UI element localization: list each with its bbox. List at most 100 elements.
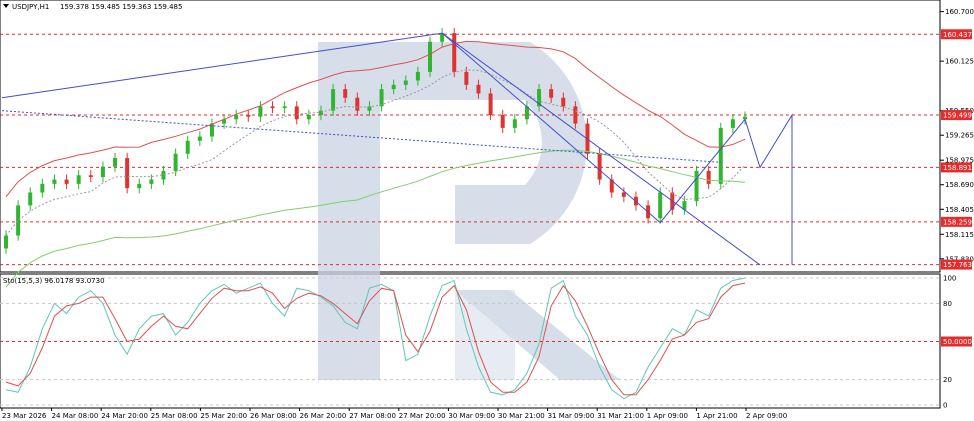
time-tick-label: 1 Apr 21:00 — [696, 412, 737, 420]
time-tick-label: 26 Mar 20:00 — [300, 412, 347, 420]
candle-body — [197, 136, 202, 141]
time-tick-label: 31 Mar 21:00 — [597, 412, 644, 420]
candle-body — [343, 89, 348, 98]
candle-body — [706, 170, 711, 184]
watermark-logo — [318, 42, 620, 380]
candle-body — [537, 89, 542, 107]
time-axis: 23 Mar 2026 24 Mar 08:00 24 Mar 20:00 25 Ma… — [1, 408, 787, 420]
forecast-path — [744, 113, 793, 265]
price-level-label: 159.499 — [943, 112, 972, 120]
candle-body — [476, 84, 481, 94]
candle-body — [76, 175, 81, 184]
candle-body — [573, 106, 578, 124]
candle-body — [355, 97, 360, 111]
price-tick-label: 157.830 — [945, 255, 974, 263]
time-tick-label: 31 Mar 09:00 — [548, 412, 595, 420]
stochastic-axis: 100 80 50.0000 20 0 — [941, 275, 972, 410]
price-level-badge — [941, 216, 972, 227]
candle-body — [379, 89, 384, 107]
time-tick-label: 24 Mar 20:00 — [101, 412, 148, 420]
candle-body — [222, 119, 227, 124]
stochastic-title: Sto(15,5,3) 96.0178 93.0730 — [3, 277, 105, 285]
time-tick-label: 27 Mar 08:00 — [349, 412, 396, 420]
price-tick-label: 158.115 — [945, 231, 974, 239]
candle-body — [88, 175, 93, 177]
candle-body — [270, 106, 275, 109]
candle-body — [718, 127, 723, 184]
candle-body — [561, 97, 566, 107]
price-level-badge — [941, 29, 972, 40]
price-layer — [0, 27, 940, 288]
stochastic-tick-label: 0 — [943, 402, 947, 410]
candle-body — [100, 166, 105, 177]
support-line — [1, 110, 721, 163]
candle-body — [113, 158, 118, 167]
price-tick-label: 158.975 — [945, 157, 974, 165]
candle-body — [488, 93, 493, 115]
candle-body — [16, 205, 21, 236]
triangle-down-icon[interactable] — [3, 4, 9, 8]
price-tick-label: 158.405 — [945, 206, 974, 214]
time-tick-label: 27 Mar 20:00 — [399, 412, 446, 420]
forecast-wave-line — [1, 32, 746, 224]
candle-body — [246, 114, 251, 117]
moving-average-grey — [5, 69, 746, 236]
price-level-badge — [941, 162, 972, 173]
candle-body — [597, 153, 602, 180]
candle-body — [549, 89, 554, 98]
candle-body — [125, 158, 130, 189]
candle-body — [367, 106, 372, 111]
candle-body — [440, 33, 445, 42]
time-tick-label: 26 Mar 08:00 — [250, 412, 297, 420]
price-level-label: 158.891 — [943, 164, 972, 172]
stochastic-level-badge — [941, 336, 972, 347]
candle-body — [137, 183, 142, 189]
candle-body — [682, 201, 687, 210]
candle-body — [658, 192, 663, 219]
moving-average-red — [5, 40, 746, 198]
candle-body — [609, 179, 614, 193]
candle-body — [415, 71, 420, 81]
candle-body — [743, 116, 747, 120]
candle-body — [258, 106, 263, 117]
stochastic-level-label: 50.0000 — [943, 338, 972, 346]
stochastic-tick-label: 100 — [943, 275, 956, 283]
candle-body — [464, 71, 469, 85]
time-tick-label: 24 Mar 08:00 — [52, 412, 99, 420]
candle-body — [294, 106, 299, 120]
time-tick-label: 30 Mar 09:00 — [448, 412, 495, 420]
stochastic-tick-label: 80 — [943, 300, 952, 308]
ohlc-values: 159.378 159.485 159.363 159.485 — [60, 3, 182, 11]
symbol-label: USDJPY,H1 — [12, 3, 49, 11]
moving-average-green — [5, 149, 746, 288]
chart-header[interactable]: USDJPY,H1 159.378 159.485 159.363 159.48… — [3, 3, 182, 11]
price-level-label: 160.437 — [943, 31, 972, 39]
candle-body — [185, 140, 190, 154]
candle-body — [209, 123, 214, 137]
candle-body — [40, 183, 45, 193]
price-tick-label: 159.265 — [945, 132, 974, 140]
candle-body — [149, 179, 154, 184]
stochastic-layer — [0, 277, 940, 406]
time-tick-label: 1 Apr 09:00 — [647, 412, 688, 420]
candle-body — [306, 114, 311, 120]
candle-body — [234, 114, 239, 120]
time-tick-label: 30 Mar 21:00 — [498, 412, 545, 420]
candle-body — [500, 114, 505, 128]
candle-body — [524, 106, 529, 120]
time-tick-label: 2 Apr 09:00 — [746, 412, 787, 420]
candle-body — [282, 106, 287, 109]
price-tick-label: 160.700 — [945, 8, 974, 16]
time-tick-label: 23 Mar 2026 — [2, 412, 47, 420]
time-tick-label: 25 Mar 08:00 — [151, 412, 198, 420]
candle-body — [173, 153, 178, 171]
candle-body — [331, 89, 336, 111]
price-tick-label: 160.125 — [945, 58, 974, 66]
price-level-label: 158.259 — [943, 218, 972, 226]
candle-body — [28, 192, 33, 206]
candle-body — [161, 170, 166, 180]
candle-body — [621, 192, 626, 197]
candle-body — [52, 179, 57, 184]
price-level-label: 157.763 — [943, 261, 972, 269]
